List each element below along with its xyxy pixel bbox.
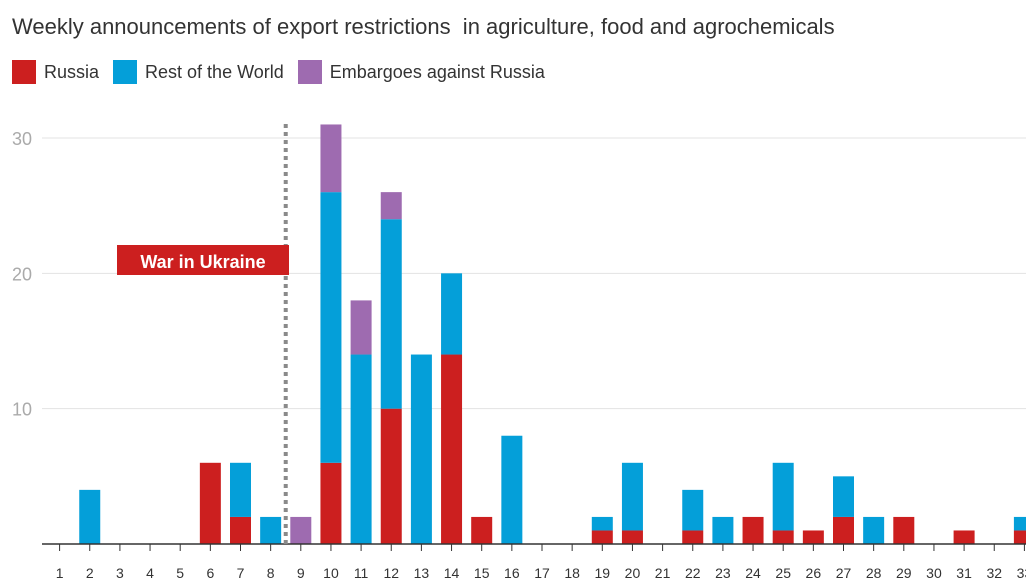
bar-segment <box>350 300 372 355</box>
legend-item-embargoes: Embargoes against Russia <box>297 60 545 84</box>
x-tick-label: 10 <box>323 565 339 581</box>
bar-segment <box>621 462 643 531</box>
bar-segment <box>471 516 493 544</box>
bar-segment <box>1013 516 1026 531</box>
x-tick-label: 33 <box>1017 565 1026 581</box>
x-tick-label: 1 <box>56 565 64 581</box>
x-tick-label: 9 <box>297 565 305 581</box>
x-tick-label: 7 <box>237 565 245 581</box>
x-tick-label: 15 <box>474 565 490 581</box>
bar-segment <box>320 192 342 463</box>
bar-segment <box>320 462 342 544</box>
bar-segment <box>863 516 885 544</box>
bar-segment <box>1013 530 1026 544</box>
bar-segment <box>591 516 613 531</box>
legend-label-russia: Russia <box>44 61 100 82</box>
legend: Russia Rest of the World Embargoes again… <box>12 60 559 84</box>
y-tick-label: 30 <box>12 129 32 149</box>
bar-segment <box>953 530 975 544</box>
x-tick-label: 25 <box>775 565 791 581</box>
x-tick-label: 29 <box>896 565 912 581</box>
x-tick-label: 30 <box>926 565 942 581</box>
x-tick-label: 13 <box>414 565 430 581</box>
bar-segment <box>260 516 282 544</box>
legend-swatch-rest-of-world <box>113 60 138 84</box>
bar-segment <box>320 124 342 193</box>
bar-segment <box>893 516 915 544</box>
x-tick-label: 22 <box>685 565 701 581</box>
x-tick-label: 18 <box>564 565 580 581</box>
bar-segment <box>380 219 402 409</box>
x-tick-label: 12 <box>383 565 399 581</box>
bar-segment <box>591 530 613 544</box>
bar-segment <box>742 516 764 544</box>
bar-segment <box>290 516 312 544</box>
legend-item-rest-of-world: Rest of the World <box>113 60 284 84</box>
x-tick-label: 17 <box>534 565 550 581</box>
chart-title: Weekly announcements of export restricti… <box>12 14 835 39</box>
x-tick-label: 27 <box>836 565 852 581</box>
bar-segment <box>682 530 704 544</box>
legend-swatch-russia <box>12 60 36 84</box>
x-tick-label: 4 <box>146 565 154 581</box>
x-tick-label: 26 <box>806 565 822 581</box>
bar-segment <box>772 530 794 544</box>
legend-item-russia: Russia <box>12 60 99 84</box>
x-tick-label: 20 <box>625 565 641 581</box>
legend-swatch-embargoes <box>297 60 322 84</box>
y-tick-label: 20 <box>12 264 32 284</box>
legend-label-embargoes: Embargoes against Russia <box>329 61 545 82</box>
bar-segment <box>230 462 251 517</box>
bar-segment <box>380 192 402 220</box>
bar-segment <box>833 516 854 544</box>
bar-segment <box>621 530 643 544</box>
x-tick-label: 8 <box>267 565 275 581</box>
legend-label-rest-of-world: Rest of the World <box>145 61 284 82</box>
bar-segment <box>350 354 372 544</box>
x-tick-label: 23 <box>715 565 731 581</box>
x-tick-label: 19 <box>595 565 611 581</box>
x-tick-label: 5 <box>176 565 184 581</box>
bar-segment <box>772 462 794 531</box>
x-tick-label: 21 <box>655 565 671 581</box>
annotation-label: War in Ukraine <box>140 252 265 272</box>
bar-segment <box>802 530 824 544</box>
bar-segment <box>380 408 402 544</box>
x-tick-label: 3 <box>116 565 124 581</box>
x-tick-label: 28 <box>866 565 882 581</box>
bar-segment <box>79 489 101 544</box>
bar-segment <box>501 435 523 544</box>
y-tick-label: 10 <box>12 400 32 420</box>
bar-segment <box>682 489 704 531</box>
bar-segment <box>199 462 221 544</box>
bar-segment <box>833 476 854 517</box>
bar-segment <box>441 273 463 355</box>
x-tick-label: 2 <box>86 565 94 581</box>
x-tick-label: 31 <box>956 565 972 581</box>
bar-segment <box>441 354 463 544</box>
x-tick-label: 11 <box>354 565 369 581</box>
bar-segment <box>410 354 432 544</box>
annotation-box <box>117 245 289 275</box>
x-tick-label: 6 <box>206 565 214 581</box>
bar-segment <box>712 516 734 544</box>
bar-segment <box>230 516 251 544</box>
x-tick-label: 16 <box>504 565 520 581</box>
x-tick-label: 14 <box>444 565 460 581</box>
x-tick-label: 24 <box>745 565 761 581</box>
x-tick-label: 32 <box>986 565 1002 581</box>
